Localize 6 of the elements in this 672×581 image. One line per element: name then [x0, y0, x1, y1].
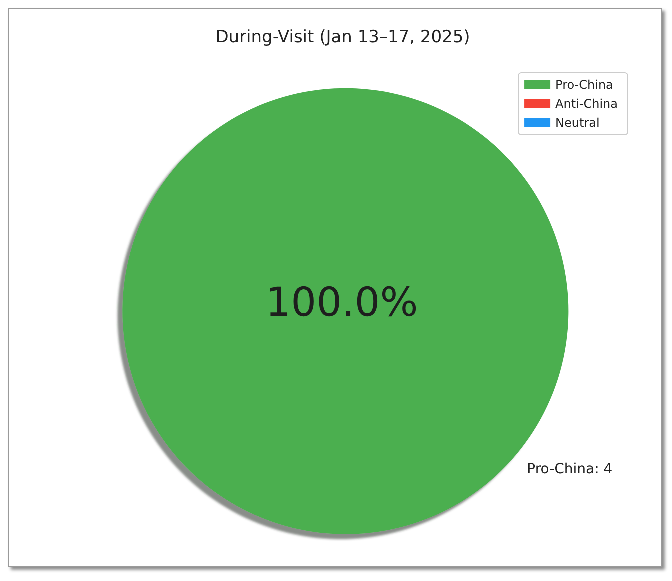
chart-title: During-Visit (Jan 13–17, 2025): [216, 28, 470, 48]
data-label: Pro-China: 4: [527, 462, 613, 478]
legend-label: Neutral: [556, 116, 600, 130]
legend-label: Pro-China: [556, 78, 614, 92]
legend-label: Anti-China: [556, 97, 618, 111]
text: 100.0%: [266, 280, 418, 326]
